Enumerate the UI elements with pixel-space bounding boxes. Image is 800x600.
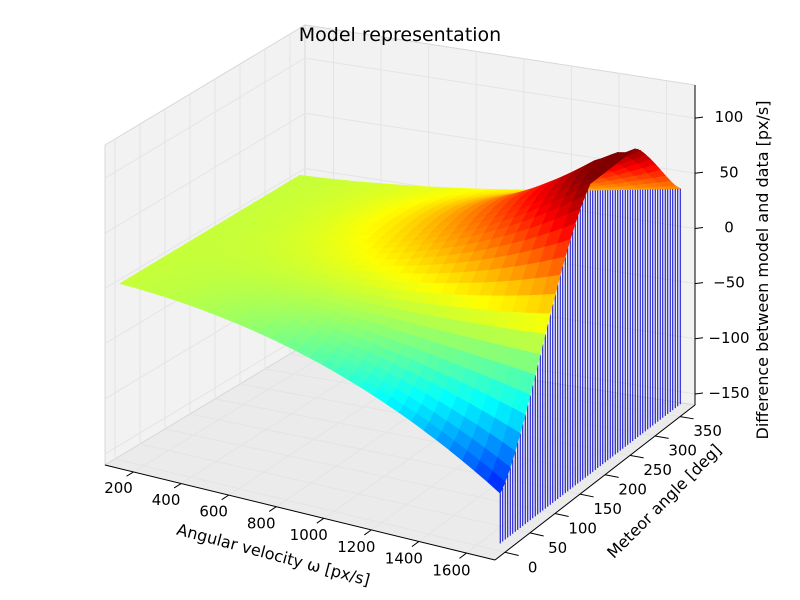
x-tick-mark bbox=[268, 506, 277, 512]
grid-line bbox=[104, 168, 306, 289]
grid-line bbox=[304, 57, 696, 119]
x-tick-mark bbox=[126, 471, 134, 477]
grid-line bbox=[104, 333, 306, 455]
z-axis-label: Difference between model and data [px/s] bbox=[753, 101, 772, 440]
x-tick-mark bbox=[459, 552, 467, 559]
y-tick-label: 50 bbox=[548, 539, 567, 557]
x-tick-label: 400 bbox=[152, 491, 181, 509]
z-tick-label: −150 bbox=[708, 384, 749, 402]
y-tick-mark bbox=[679, 416, 694, 420]
x-tick-mark bbox=[364, 529, 372, 536]
x-tick-mark bbox=[316, 517, 325, 524]
z-tick-mark bbox=[694, 116, 704, 119]
grid-line bbox=[104, 57, 306, 179]
y-tick-mark bbox=[604, 474, 619, 478]
y-tick-label: 200 bbox=[618, 480, 647, 498]
y-tick-mark bbox=[504, 551, 519, 557]
y-tick-label: 250 bbox=[643, 461, 672, 479]
chart-title: Model representation bbox=[299, 24, 501, 46]
y-tick-label: 150 bbox=[593, 500, 622, 518]
z-tick-mark bbox=[694, 392, 704, 395]
y-tick-mark bbox=[554, 513, 569, 517]
y-tick-mark bbox=[579, 493, 594, 498]
y-tick-mark bbox=[629, 454, 644, 459]
z-tick-mark bbox=[694, 337, 704, 340]
grid-line bbox=[133, 348, 334, 473]
z-tick-label: 0 bbox=[724, 218, 734, 236]
z-tick-label: 100 bbox=[715, 108, 744, 126]
surface-cell bbox=[487, 470, 506, 494]
x-tick-label: 600 bbox=[199, 503, 228, 521]
y-tick-label: 350 bbox=[693, 422, 722, 440]
x-tick-mark bbox=[173, 483, 182, 489]
y-tick-mark bbox=[654, 435, 669, 439]
z-tick-mark bbox=[694, 171, 704, 174]
axis-lines bbox=[104, 85, 696, 561]
x-tick-label: 800 bbox=[247, 514, 276, 532]
grid-line bbox=[164, 428, 556, 514]
y-axis-line bbox=[494, 404, 696, 561]
grid-line bbox=[104, 112, 306, 234]
x-tick-mark bbox=[221, 494, 229, 501]
z-tick-label: −100 bbox=[708, 329, 749, 347]
x-tick-label: 1200 bbox=[337, 538, 375, 556]
x-tick-label: 1000 bbox=[290, 526, 328, 544]
z-tick-label: −50 bbox=[713, 274, 745, 292]
grid-line bbox=[114, 458, 506, 553]
z-tick-label: 50 bbox=[719, 163, 738, 181]
y-tick-mark bbox=[529, 532, 544, 537]
grid-line bbox=[139, 443, 531, 534]
x-tick-label: 200 bbox=[104, 479, 133, 497]
y-tick-label: 300 bbox=[668, 441, 697, 459]
x-tick-mark bbox=[411, 541, 420, 548]
z-tick-mark bbox=[694, 282, 704, 285]
surface-plot bbox=[119, 148, 682, 544]
y-tick-label: 100 bbox=[568, 519, 597, 537]
x-axis-line bbox=[104, 464, 496, 561]
y-tick-label: 0 bbox=[528, 559, 538, 577]
x-tick-label: 1400 bbox=[385, 550, 423, 568]
z-tick-mark bbox=[694, 226, 704, 229]
x-tick-label: 1600 bbox=[432, 561, 470, 579]
